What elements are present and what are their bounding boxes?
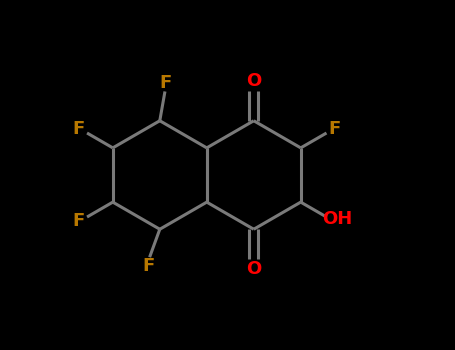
Text: O: O	[246, 260, 261, 278]
Text: F: F	[72, 211, 85, 230]
Text: OH: OH	[322, 210, 352, 228]
Text: F: F	[160, 74, 172, 92]
Text: O: O	[246, 72, 261, 90]
Text: F: F	[328, 120, 340, 139]
Text: F: F	[143, 257, 155, 275]
Text: F: F	[72, 120, 85, 139]
